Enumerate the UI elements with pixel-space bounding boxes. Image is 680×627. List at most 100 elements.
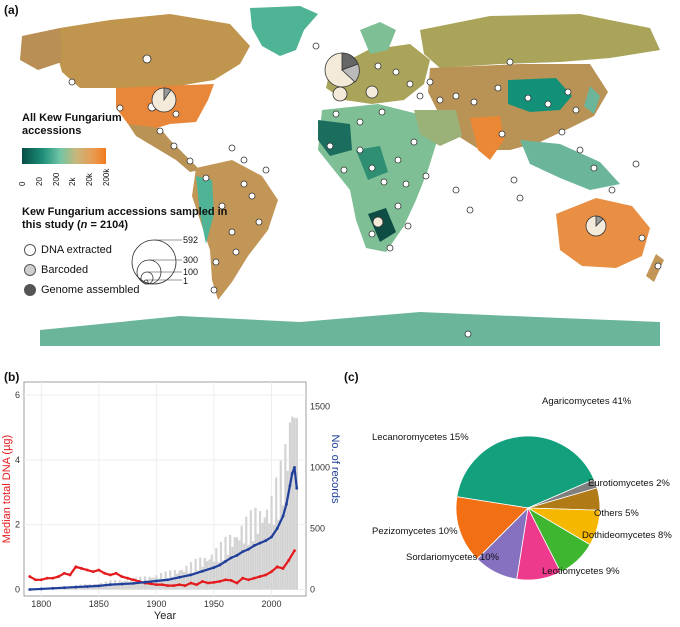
dna-point	[189, 582, 192, 585]
dna-point	[247, 578, 250, 581]
size-legend	[130, 232, 190, 292]
dna-point	[207, 582, 210, 585]
dna-point	[259, 575, 262, 578]
pie-africa	[373, 217, 383, 227]
records-point	[282, 515, 285, 518]
legend-label-barcoded: Barcoded	[41, 264, 88, 276]
dna-point	[178, 583, 181, 586]
x-tick-label: 1800	[31, 599, 51, 609]
records-point	[155, 580, 158, 583]
pie-slice-label: Dothideomycetes 8%	[582, 530, 672, 541]
record-bar	[125, 580, 127, 589]
records-point	[224, 560, 227, 563]
canada-shape	[56, 14, 250, 88]
size-label-1: 1	[183, 276, 188, 286]
records-point	[201, 570, 204, 573]
dna-point	[241, 577, 244, 580]
new-zealand-shape	[646, 254, 664, 282]
y-tick-label: 6	[15, 390, 20, 400]
pie-slice-label: Lecanoromycetes 15%	[372, 432, 469, 443]
records-point	[293, 466, 296, 469]
records-point	[120, 583, 123, 586]
legend-genome: Genome assembled	[24, 284, 139, 296]
y-tick-label: 4	[15, 455, 20, 465]
y-tick-label: 2	[15, 520, 20, 530]
dna-point	[46, 577, 49, 580]
dna-point	[92, 570, 95, 573]
pie-europe-b	[366, 86, 378, 98]
pie-slice-label: Agaricomycetes 41%	[542, 396, 631, 407]
record-bar	[261, 523, 263, 590]
records-point	[295, 487, 298, 490]
record-bar	[257, 534, 259, 590]
records-point	[230, 556, 233, 559]
size-label-300: 300	[183, 255, 198, 265]
colorbar-tick-0: 0	[18, 182, 27, 186]
dna-point	[69, 574, 72, 577]
dna-point	[166, 584, 169, 587]
dna-point	[184, 584, 187, 587]
records-point	[253, 544, 256, 547]
dna-point	[253, 577, 256, 580]
record-bar	[293, 418, 295, 590]
x-tick-label: 2000	[261, 599, 281, 609]
records-point	[178, 576, 181, 579]
india-shape	[470, 116, 504, 160]
record-bar	[204, 558, 206, 590]
colorbar-tick-2k: 2k	[68, 178, 77, 186]
legend-title-accessions: All Kew Fungarium accessions	[22, 112, 172, 138]
records-point	[247, 548, 250, 551]
record-bar	[231, 547, 233, 590]
antarctica-shape	[40, 312, 660, 346]
records-point	[264, 539, 267, 542]
pie-slice-label: Eurotiomycetes 2%	[588, 478, 670, 489]
records-point	[63, 586, 66, 589]
record-bar	[277, 520, 279, 590]
records-point	[218, 564, 221, 567]
dna-point	[86, 569, 89, 572]
record-bar	[176, 574, 178, 590]
y-axis-title: Median total DNA (µg)	[1, 435, 13, 543]
dna-point	[34, 578, 37, 581]
records-point	[109, 583, 112, 586]
records-point	[132, 582, 135, 585]
dna-point	[230, 579, 233, 582]
record-bar	[252, 541, 254, 589]
record-bar	[266, 510, 268, 590]
legend-label-genome: Genome assembled	[41, 284, 139, 296]
record-bar	[268, 523, 270, 589]
dna-point	[172, 584, 175, 587]
dna-point	[236, 582, 239, 585]
records-point	[259, 542, 262, 545]
record-bar	[213, 562, 215, 590]
pie-slice-label: Leotiomycetes 9%	[542, 566, 620, 577]
greenland-shape	[250, 6, 318, 56]
colorbar-tick-20k: 20k	[85, 173, 94, 186]
records-point	[285, 503, 288, 506]
dna-point	[28, 575, 31, 578]
record-bar	[270, 496, 272, 590]
x-tick-label: 1900	[146, 599, 166, 609]
record-bar	[250, 510, 252, 589]
dna-point	[40, 578, 43, 581]
records-point	[74, 586, 77, 589]
dna-point	[195, 583, 198, 586]
pie-slice-label: Pezizomycetes 10%	[372, 526, 458, 537]
record-bar	[199, 558, 201, 590]
dna-extracted-swatch	[24, 244, 36, 256]
y2-axis-title: No. of records	[329, 434, 340, 504]
dna-point	[264, 574, 267, 577]
record-bar	[206, 561, 208, 589]
legend-barcoded: Barcoded	[24, 264, 88, 276]
record-bar	[181, 570, 183, 590]
y2-tick-label: 0	[310, 585, 315, 595]
pie-usa	[152, 88, 176, 112]
dna-point	[115, 572, 118, 575]
dna-point	[109, 574, 112, 577]
colorbar	[22, 148, 106, 164]
x-tick-label: 1950	[204, 599, 224, 609]
dna-point	[293, 549, 296, 552]
pie-slice-label: Sordariomycetes 10%	[406, 552, 499, 563]
